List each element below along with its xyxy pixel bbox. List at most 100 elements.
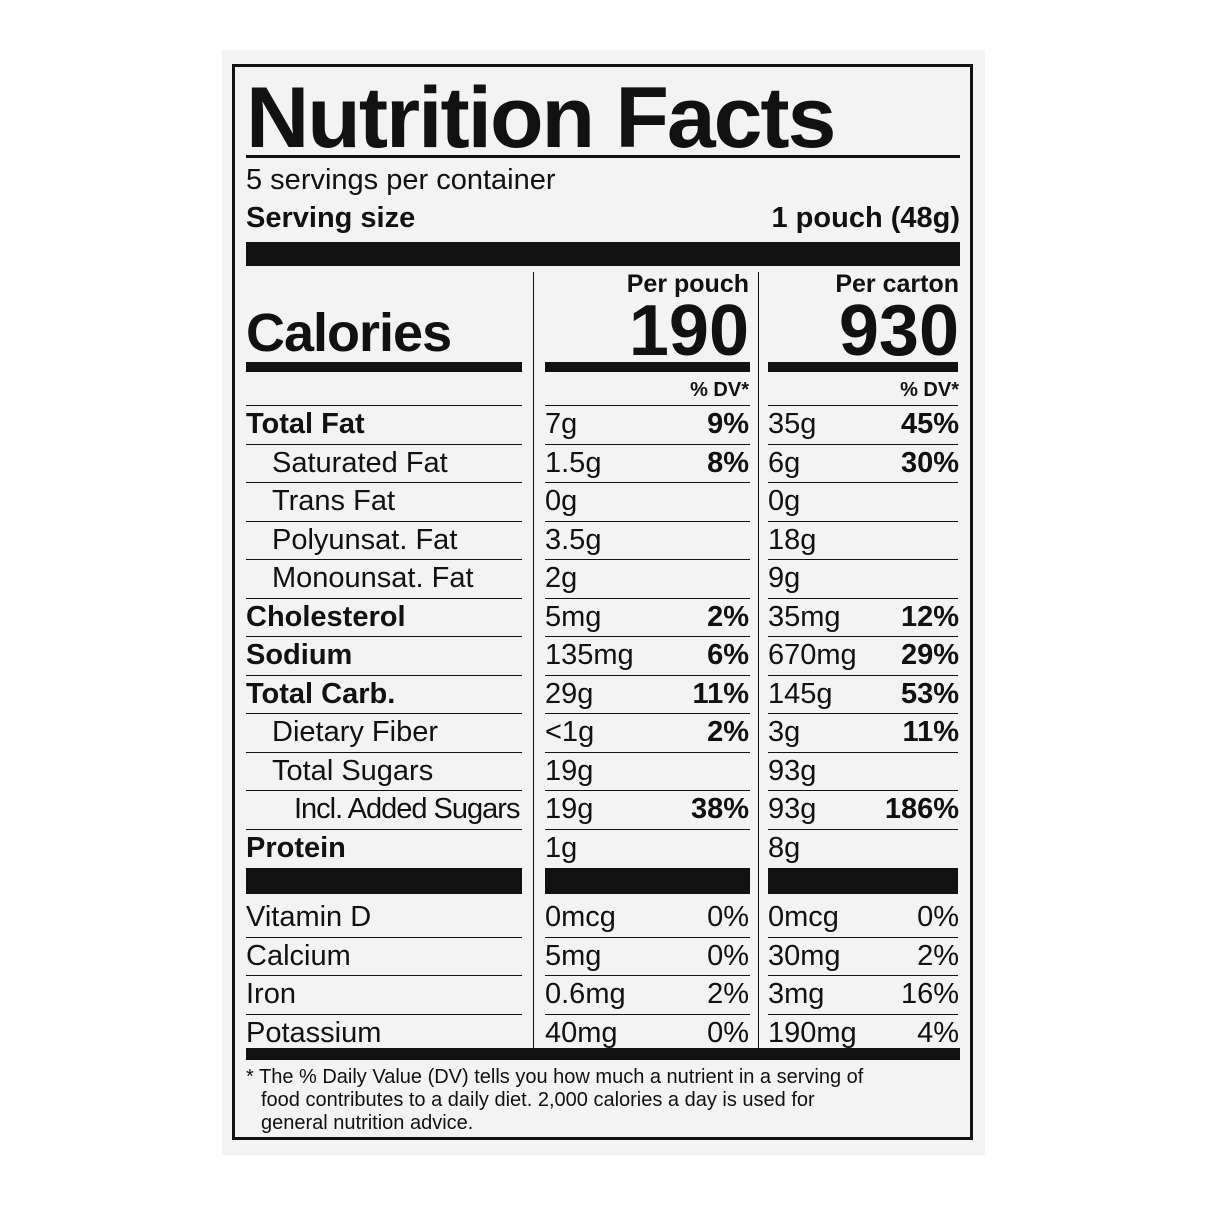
nutrient-pouch-amount: 0g bbox=[545, 485, 578, 517]
vitamin-pouch-amount: 0.6mg bbox=[545, 978, 626, 1010]
vitamin-pouch-dv: 0% bbox=[707, 1016, 749, 1049]
row-rule bbox=[545, 636, 750, 637]
nutrient-name: Total Fat bbox=[246, 408, 365, 440]
dv-header-carton: % DV* bbox=[900, 379, 959, 401]
thick-rule-vitamins-carton bbox=[768, 868, 958, 894]
vitamin-pouch-amount: 0mcg bbox=[545, 901, 616, 933]
row-rule bbox=[545, 597, 750, 599]
nutrient-pouch-amount: 7g bbox=[545, 408, 578, 440]
nutrient-carton-amount: 35g bbox=[768, 408, 817, 440]
row-rule bbox=[545, 482, 750, 483]
row-rule bbox=[246, 790, 522, 791]
nutrient-carton-dv: 53% bbox=[900, 677, 959, 710]
row-rule bbox=[545, 405, 750, 406]
vitamin-name: Calcium bbox=[246, 939, 351, 972]
row-rule bbox=[545, 975, 750, 976]
nutrient-carton-amount: 35mg bbox=[768, 600, 841, 633]
footnote-line-1: * The % Daily Value (DV) tells you how m… bbox=[246, 1066, 864, 1088]
nutrient-carton-amount: 9g bbox=[768, 562, 801, 594]
nutrient-name: Saturated Fat bbox=[272, 446, 448, 479]
nutrient-carton-dv: 45% bbox=[900, 408, 959, 440]
row-rule bbox=[246, 751, 522, 753]
row-rule bbox=[545, 751, 750, 753]
nutrient-carton-amount: 93g bbox=[768, 793, 817, 825]
row-rule bbox=[545, 713, 750, 714]
nutrient-pouch-dv: 2% bbox=[707, 716, 749, 748]
calories-pouch: 190 bbox=[628, 291, 749, 371]
row-rule bbox=[545, 559, 750, 560]
nutrient-pouch-amount: 19g bbox=[545, 754, 594, 787]
serving-size-label: Serving size bbox=[246, 202, 416, 234]
row-rule bbox=[768, 828, 958, 830]
nutrient-pouch-amount: <1g bbox=[545, 716, 595, 748]
row-rule bbox=[246, 1013, 522, 1015]
row-rule bbox=[545, 828, 750, 830]
vitamin-pouch-amount: 40mg bbox=[545, 1016, 618, 1049]
nutrient-carton-dv: 30% bbox=[900, 446, 959, 479]
col-header-pouch: Per pouch bbox=[626, 270, 749, 298]
dv-header-pouch: % DV* bbox=[690, 379, 749, 401]
row-rule bbox=[545, 790, 750, 791]
vitamin-carton-dv: 0% bbox=[917, 901, 959, 933]
calories-rule-name bbox=[246, 362, 522, 372]
vitamin-pouch-amount: 5mg bbox=[545, 939, 602, 972]
row-rule bbox=[768, 975, 958, 976]
vitamin-name: Vitamin D bbox=[246, 901, 372, 933]
thick-rule-bottom bbox=[246, 1048, 960, 1060]
row-rule bbox=[768, 405, 958, 406]
nutrient-carton-dv: 12% bbox=[900, 600, 959, 633]
nutrient-name: Cholesterol bbox=[246, 600, 406, 633]
row-rule bbox=[246, 482, 522, 483]
nutrient-carton-amount: 93g bbox=[768, 754, 817, 787]
nutrient-carton-dv: 11% bbox=[902, 716, 959, 748]
footnote-line-3: general nutrition advice. bbox=[261, 1112, 474, 1134]
calories-rule-pouch bbox=[545, 362, 750, 372]
nutrient-pouch-amount: 19g bbox=[545, 793, 594, 825]
row-rule bbox=[545, 674, 750, 676]
nutrient-name: Sodium bbox=[246, 639, 353, 671]
vitamin-carton-amount: 30mg bbox=[768, 939, 841, 972]
row-rule bbox=[545, 443, 750, 445]
nutrient-carton-amount: 0g bbox=[768, 485, 801, 517]
nutrient-pouch-amount: 29g bbox=[545, 677, 594, 710]
nutrient-name: Total Carb. bbox=[246, 677, 396, 710]
serving-size-value: 1 pouch (48g) bbox=[771, 202, 960, 234]
nutrient-carton-amount: 670mg bbox=[768, 639, 857, 671]
nutrient-pouch-dv: 9% bbox=[707, 408, 749, 440]
thick-rule-vitamins-name bbox=[246, 868, 522, 894]
vitamin-carton-amount: 190mg bbox=[768, 1016, 857, 1049]
column-divider-1 bbox=[533, 272, 534, 1048]
vitamin-carton-amount: 3mg bbox=[768, 978, 825, 1010]
row-rule bbox=[545, 520, 750, 522]
nutrient-pouch-amount: 2g bbox=[545, 562, 578, 594]
nutrient-name: Trans Fat bbox=[272, 485, 396, 517]
calories-carton: 930 bbox=[838, 291, 959, 371]
row-rule bbox=[768, 520, 958, 522]
row-rule bbox=[246, 828, 522, 830]
row-rule bbox=[768, 674, 958, 676]
vitamin-pouch-dv: 0% bbox=[707, 901, 749, 933]
row-rule bbox=[246, 559, 522, 560]
footnote-line-2: food contributes to a daily diet. 2,000 … bbox=[261, 1089, 815, 1111]
row-rule bbox=[768, 790, 958, 791]
nutrient-carton-dv: 186% bbox=[884, 793, 959, 825]
nutrient-name: Incl. Added Sugars bbox=[294, 793, 520, 825]
row-rule bbox=[246, 713, 522, 714]
thick-rule-vitamins-pouch bbox=[545, 868, 750, 894]
nutrient-carton-amount: 3g bbox=[768, 716, 801, 748]
column-divider-2 bbox=[758, 272, 759, 1048]
row-rule bbox=[246, 975, 522, 976]
servings-per-container: 5 servings per container bbox=[246, 164, 556, 196]
row-rule bbox=[768, 597, 958, 599]
row-rule bbox=[246, 936, 522, 938]
vitamin-carton-dv: 16% bbox=[900, 978, 959, 1010]
nutrient-pouch-amount: 5mg bbox=[545, 600, 602, 633]
row-rule bbox=[768, 751, 958, 753]
row-rule bbox=[768, 636, 958, 637]
row-rule bbox=[545, 1013, 750, 1015]
col-header-carton: Per carton bbox=[835, 270, 959, 298]
title-rule bbox=[246, 155, 960, 158]
row-rule bbox=[768, 443, 958, 445]
nutrient-pouch-amount: 135mg bbox=[545, 639, 634, 671]
label-title: Nutrition Facts bbox=[246, 70, 836, 166]
